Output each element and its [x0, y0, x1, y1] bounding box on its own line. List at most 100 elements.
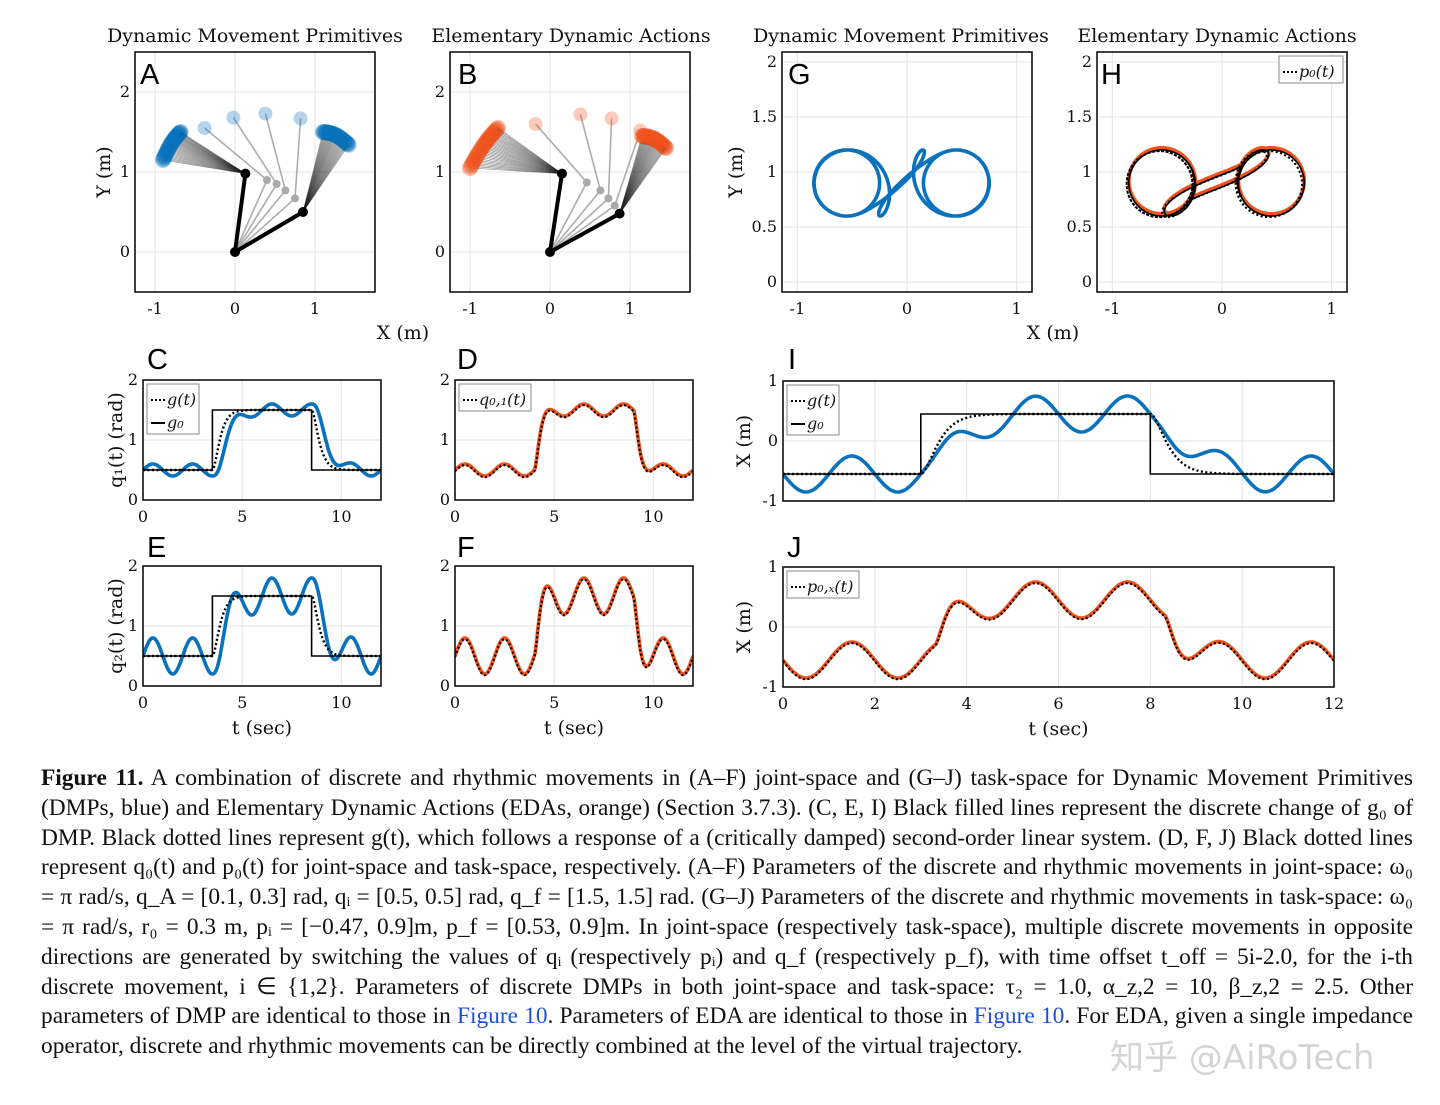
- legend-entry: q₀,₁(t): [479, 390, 526, 409]
- axes-frame: [142, 565, 382, 687]
- arm-link-trace: [302, 144, 349, 213]
- end-effector-trace: [317, 124, 334, 141]
- y-tick-label: -1: [762, 491, 778, 510]
- x-tick-label: -1: [147, 299, 163, 318]
- panel-A: -1 0 1 0 1 2A Y (m): [93, 51, 376, 318]
- arm-link-trace: [178, 134, 246, 174]
- arm-link-trace: [302, 132, 328, 213]
- end-effector-trace: [160, 141, 177, 158]
- figure-10-link[interactable]: Figure 10: [456, 1003, 548, 1030]
- arm-link-trace: [302, 132, 326, 213]
- end-effector-trace: [653, 135, 670, 152]
- arm-link-trace: [173, 138, 246, 174]
- y-tick-label: 1: [768, 557, 778, 576]
- end-effector-trace: [470, 145, 487, 162]
- y-tick-label: 1: [768, 371, 778, 390]
- y-tick-label: 1: [440, 616, 450, 635]
- x-tick-label: 1: [310, 299, 320, 318]
- arm-link-trace: [179, 132, 246, 174]
- end-effector-trace: [339, 136, 356, 153]
- y-tick-label: 2: [767, 52, 777, 71]
- end-effector-trace: [167, 129, 184, 146]
- end-effector-trace: [170, 126, 187, 143]
- end-effector-trace: [160, 139, 177, 156]
- arm-link-trace: [494, 130, 563, 174]
- arm-link-trace: [477, 154, 563, 174]
- arm-link-trace: [619, 141, 660, 214]
- intermediate-end-effector: [604, 111, 619, 126]
- panel-F: 0 5 10 0 1 2Ft (sec): [440, 532, 694, 739]
- end-effector-trace: [164, 133, 181, 150]
- y-axis-label: X (m): [733, 601, 755, 653]
- figure-10-link[interactable]: Figure 10: [973, 1003, 1065, 1030]
- x-tick-label: 0: [138, 693, 148, 712]
- intermediate-end-effector: [293, 111, 308, 126]
- arm-link-trace: [166, 152, 246, 174]
- x-tick-label: 0: [545, 299, 555, 318]
- y-tick-label: 2: [435, 82, 445, 101]
- axes-frame: [454, 565, 694, 687]
- panel-letter: F: [457, 532, 475, 564]
- x-tick-label: 0: [450, 507, 460, 526]
- arm-link-trace: [302, 137, 340, 213]
- x-tick-label: 12: [1324, 694, 1344, 713]
- arm-link-trace: [302, 132, 329, 213]
- panel-C: 0 5 10 0 1 2 g(t) g₀ Cq₁(t) (rad): [105, 344, 382, 526]
- arm-link-trace: [172, 141, 246, 174]
- arm-link-trace: [469, 167, 563, 174]
- g-t-dotted-line: [783, 412, 1334, 476]
- end-effector-trace: [641, 129, 658, 146]
- dmp-xy-trajectory: [811, 148, 991, 218]
- arm-link-trace: [472, 162, 563, 174]
- axes-frame: [142, 379, 382, 501]
- end-effector-trace: [465, 153, 482, 170]
- arm-link: [549, 211, 621, 254]
- elbow-joint: [298, 207, 308, 217]
- plot-content: [455, 402, 693, 479]
- arm-link-trace: [619, 135, 643, 214]
- eda-xy-trajectory: [1126, 146, 1306, 216]
- end-effector-trace: [638, 128, 654, 145]
- end-effector-trace: [328, 127, 345, 144]
- end-effector-trace: [642, 129, 658, 146]
- y-tick-label: 0: [440, 490, 450, 509]
- end-effector-trace: [650, 133, 666, 150]
- arm-link-trace: [619, 146, 665, 214]
- y-tick-label: 0: [128, 490, 138, 509]
- arm-link-trace: [172, 140, 246, 174]
- arm-link-trace: [473, 160, 563, 174]
- arm-link-trace: [168, 148, 246, 174]
- x-tick-label: -1: [462, 299, 478, 318]
- arm-link-trace: [619, 136, 650, 214]
- end-effector-trace: [324, 125, 341, 142]
- end-effector-trace: [326, 126, 343, 143]
- end-effector-trace: [162, 136, 179, 153]
- plot-content: [455, 576, 693, 677]
- panel-letter: B: [458, 59, 477, 91]
- end-effector-trace: [637, 128, 654, 145]
- x-tick-label: 5: [549, 693, 559, 712]
- end-effector-trace: [159, 143, 176, 160]
- arm-link-trace: [619, 136, 644, 214]
- panel-letter: D: [457, 344, 478, 376]
- panel-letter: H: [1101, 59, 1122, 91]
- end-effector-trace: [487, 123, 504, 140]
- intermediate-joint: [263, 176, 271, 184]
- arm-link-trace: [177, 134, 246, 174]
- y-axis-label: Y (m): [93, 146, 115, 198]
- plot-content: [811, 148, 991, 218]
- end-effector-trace: [657, 139, 674, 156]
- end-effector-trace: [172, 124, 189, 141]
- arm-link-trace: [495, 129, 563, 174]
- panel-D: 0 5 10 0 1 2 q₀,₁(t)D: [440, 344, 694, 526]
- arm-link-trace: [485, 141, 563, 174]
- arm-link-trace: [169, 145, 246, 174]
- end-effector-trace: [468, 148, 485, 165]
- end-effector-trace: [639, 128, 656, 145]
- arm-link-trace: [167, 149, 246, 174]
- end-effector-trace: [647, 131, 664, 148]
- x-tick-label: 0: [230, 299, 240, 318]
- g0-step-line: [143, 595, 381, 657]
- legend-entry: g₀: [167, 413, 184, 432]
